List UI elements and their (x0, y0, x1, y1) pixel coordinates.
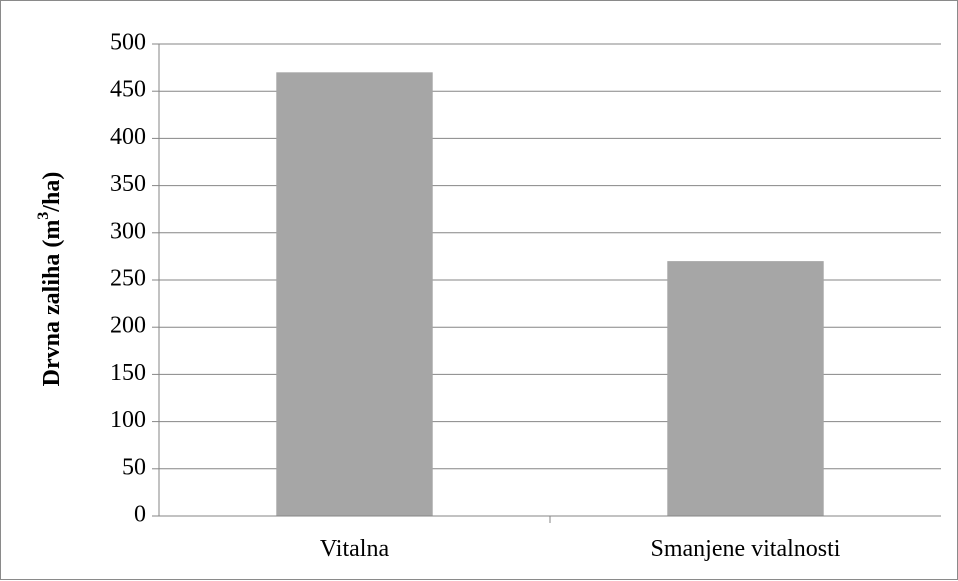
y-tick-label: 100 (110, 407, 146, 433)
y-tick-label: 150 (110, 360, 146, 386)
y-axis-title-main: Drvna zaliha (m (39, 220, 65, 387)
bar-smanjene-vitalnosti (667, 261, 824, 516)
y-axis-title-unit: /ha) (39, 172, 65, 213)
y-tick-label: 0 (134, 502, 146, 528)
x-category-label: Smanjene vitalnosti (651, 536, 841, 562)
bar-vitalna (276, 72, 433, 516)
y-tick-label: 350 (110, 171, 146, 197)
y-axis-title: Drvna zaliha (m3/ha) (35, 172, 65, 387)
y-tick-labels: 0 50 100 150 200 250 300 350 400 450 500 (110, 30, 146, 528)
y-tick-label: 500 (110, 30, 146, 56)
y-tick-label: 450 (110, 77, 146, 103)
y-tick-label: 50 (122, 454, 146, 480)
axes (158, 44, 941, 523)
x-category-label: Vitalna (320, 536, 390, 562)
y-tick-label: 300 (110, 218, 146, 244)
x-category-labels: Vitalna Smanjene vitalnosti (320, 536, 841, 562)
y-tick-label: 200 (110, 313, 146, 339)
y-tick-label: 400 (110, 124, 146, 150)
y-tick-label: 250 (110, 266, 146, 292)
y-axis-title-superscript: 3 (35, 212, 52, 220)
bars (276, 72, 824, 516)
